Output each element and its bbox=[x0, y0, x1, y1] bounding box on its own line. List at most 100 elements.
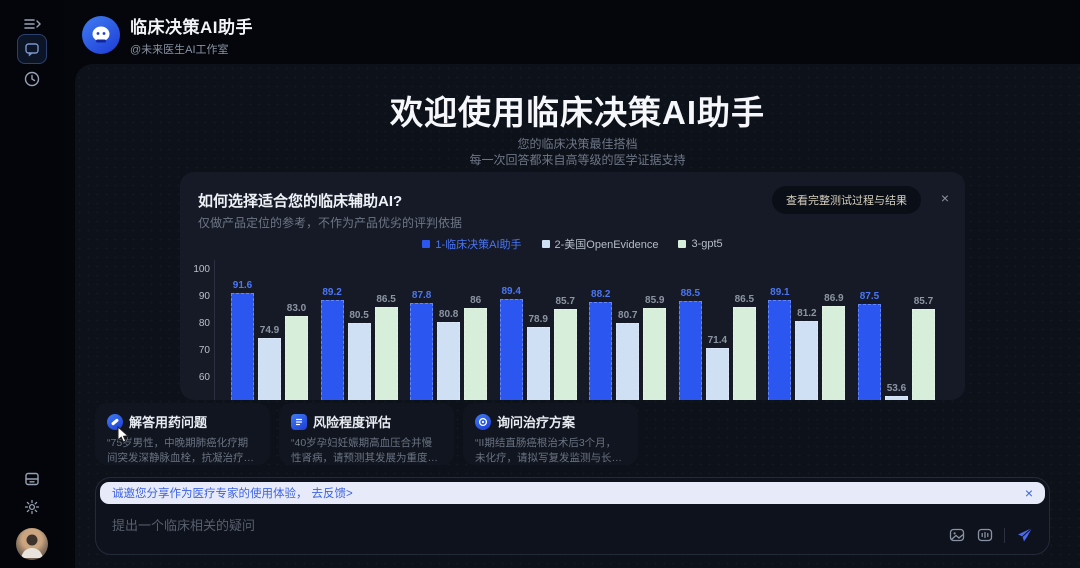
image-upload-icon[interactable] bbox=[948, 526, 966, 544]
chart-close-icon[interactable]: × bbox=[940, 190, 949, 206]
legend-swatch-2 bbox=[541, 240, 550, 248]
bar bbox=[678, 301, 702, 400]
bar-value-label: 88.5 bbox=[680, 288, 701, 300]
input-toolbar bbox=[948, 525, 1035, 545]
main-panel: 欢迎使用临床决策AI助手 您的临床决策最佳搭档 每一次回答都来自高等级的医学证据… bbox=[75, 64, 1080, 568]
welcome-subtitle-2: 每一次回答都来自高等级的医学证据支持 bbox=[469, 153, 686, 167]
medication-icon bbox=[107, 413, 123, 430]
send-icon[interactable] bbox=[1015, 525, 1035, 545]
legend-swatch-3 bbox=[678, 240, 687, 248]
welcome-title: 欢迎使用临床决策AI助手 bbox=[390, 94, 765, 131]
bar bbox=[768, 299, 792, 400]
panel-toggle-icon[interactable] bbox=[22, 14, 42, 34]
bar-group: 88.2 80.7 85.9 bbox=[589, 289, 667, 400]
bar bbox=[884, 395, 908, 400]
bar-series-3: 85.7 bbox=[911, 296, 935, 400]
bar bbox=[616, 322, 640, 400]
y-axis: 100 90 80 70 60 bbox=[186, 260, 210, 400]
suggestion-desc: “II期结直肠癌根治术后3个月，未化疗，请拟写复发监测与长期毒性管... bbox=[475, 437, 622, 465]
bar-series-1: 89.2 bbox=[320, 287, 344, 400]
bar-value-label: 80.7 bbox=[618, 309, 638, 321]
chat-input[interactable]: 提出一个临床相关的疑问 bbox=[112, 518, 256, 533]
chart-legend: 1-临床决策AI助手 2-美国OpenEvidence 3-gpt5 bbox=[180, 236, 965, 252]
legend-label-2: 2-美国OpenEvidence bbox=[554, 239, 659, 251]
bar-value-label: 87.8 bbox=[411, 290, 432, 302]
bar-series-3: 85.9 bbox=[643, 295, 667, 400]
view-test-results-button[interactable]: 查看完整测试过程与结果 bbox=[772, 186, 921, 214]
bar-value-label: 71.4 bbox=[707, 334, 728, 346]
bar bbox=[285, 316, 308, 400]
bar-series-2: 80.5 bbox=[347, 310, 371, 400]
bar-series-1: 87.8 bbox=[410, 290, 434, 400]
bar-series-3: 86.9 bbox=[822, 293, 846, 400]
bar bbox=[320, 299, 344, 400]
feedback-link[interactable]: 去反馈> bbox=[311, 488, 353, 500]
bar bbox=[526, 327, 550, 400]
legend-swatch-1 bbox=[422, 240, 431, 248]
bar-value-label: 88.2 bbox=[591, 289, 611, 301]
bar-series-1: 87.5 bbox=[857, 291, 881, 400]
mouse-cursor bbox=[117, 425, 132, 449]
bar bbox=[464, 308, 488, 400]
voice-input-icon[interactable] bbox=[976, 526, 994, 544]
bar bbox=[499, 299, 523, 400]
bar-group: 89.2 80.5 86.5 bbox=[320, 287, 398, 400]
suggestion-card-risk[interactable]: 风险程度评估 “40岁孕妇妊娠期高血压合并慢性肾病，请预测其发展为重度子痫前期.… bbox=[279, 403, 454, 465]
suggestion-card-treatment[interactable]: 询问治疗方案 “II期结直肠癌根治术后3个月，未化疗，请拟写复发监测与长期毒性管… bbox=[463, 403, 638, 465]
app-header: 临床决策AI助手 @未来医生AI工作室 bbox=[82, 13, 253, 57]
feedback-banner-text: 诚邀您分享作为医疗专家的使用体验， bbox=[112, 488, 308, 500]
y-axis-tick: 60 bbox=[198, 372, 210, 383]
banner-close-icon[interactable]: × bbox=[1024, 485, 1033, 501]
bar-value-label: 85.9 bbox=[645, 295, 665, 307]
bar-value-label: 78.9 bbox=[528, 314, 548, 326]
bar-series-2: 80.7 bbox=[616, 309, 640, 400]
legend-label-1: 1-临床决策AI助手 bbox=[435, 239, 522, 251]
archive-icon[interactable] bbox=[23, 470, 41, 488]
bar-group: 89.4 78.9 85.7 bbox=[499, 286, 577, 400]
y-axis-tick: 80 bbox=[198, 318, 210, 329]
bar-value-label: 87.5 bbox=[859, 291, 880, 303]
suggestion-title: 解答用药问题 bbox=[129, 415, 208, 430]
bar-series-1: 91.6 bbox=[231, 280, 254, 400]
bar-series-3: 86.5 bbox=[732, 293, 756, 400]
history-icon[interactable] bbox=[23, 70, 41, 88]
bar bbox=[795, 321, 819, 400]
bar bbox=[374, 306, 398, 400]
bar bbox=[732, 306, 756, 400]
bar-group: 88.5 71.4 86.5 bbox=[678, 288, 756, 400]
bar-group: 91.6 74.9 83.0 bbox=[231, 280, 308, 400]
bar bbox=[258, 338, 281, 400]
bar-value-label: 86.5 bbox=[734, 293, 755, 305]
bar bbox=[410, 303, 434, 400]
bar-group: 89.1 81.2 86.9 bbox=[768, 287, 846, 400]
toolbar-divider bbox=[1004, 527, 1005, 543]
bar bbox=[231, 293, 254, 400]
bar-value-label: 83.0 bbox=[286, 303, 307, 315]
welcome-subtitle-1: 您的临床决策最佳搭档 bbox=[517, 137, 638, 151]
bar-series-2: 53.6 bbox=[884, 382, 908, 400]
risk-assessment-icon bbox=[291, 413, 307, 430]
bar-series-3: 85.7 bbox=[553, 296, 577, 400]
y-axis-tick: 70 bbox=[198, 345, 210, 356]
bar-value-label: 85.7 bbox=[555, 296, 575, 308]
bar-value-label: 53.6 bbox=[886, 382, 907, 394]
y-axis-tick: 100 bbox=[193, 264, 210, 275]
bar-series-2: 78.9 bbox=[526, 314, 550, 400]
bar-series-2: 71.4 bbox=[705, 334, 729, 400]
bar-value-label: 85.7 bbox=[913, 296, 934, 308]
bar-group: 87.8 80.8 86 bbox=[410, 290, 488, 400]
suggestion-desc: “75岁男性，中晚期肺癌化疗期间突发深静脉血栓，抗凝治疗与化疗方... bbox=[107, 437, 254, 465]
user-avatar[interactable] bbox=[16, 528, 48, 560]
chart-card: 如何选择适合您的临床辅助AI? 仅做产品定位的参考，不作为产品优劣的评判依据 查… bbox=[180, 172, 965, 400]
chart-card-subtitle: 仅做产品定位的参考，不作为产品优劣的评判依据 bbox=[198, 216, 463, 230]
legend-item-3: 3-gpt5 bbox=[678, 236, 723, 252]
bar-value-label: 86 bbox=[470, 295, 482, 307]
bar-value-label: 86.5 bbox=[376, 293, 396, 305]
bar bbox=[911, 309, 935, 400]
suggestion-desc: “40岁孕妇妊娠期高血压合并慢性肾病，请预测其发展为重度子痫前期... bbox=[291, 437, 438, 465]
bar bbox=[347, 323, 371, 400]
bar-value-label: 80.8 bbox=[438, 309, 459, 321]
bar-value-label: 81.2 bbox=[797, 308, 817, 320]
chat-nav-icon[interactable] bbox=[17, 34, 47, 64]
settings-gear-icon[interactable] bbox=[23, 498, 41, 516]
